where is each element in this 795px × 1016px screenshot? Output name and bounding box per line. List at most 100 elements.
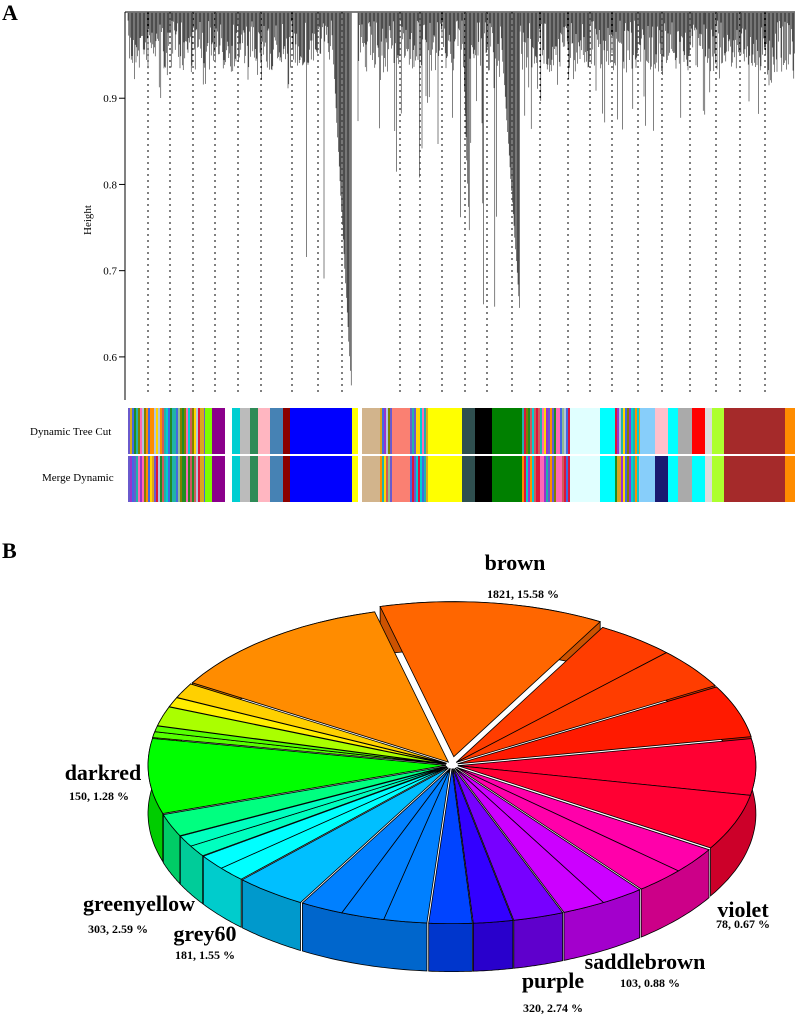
track-segment: [162, 408, 164, 454]
track-segment: [568, 408, 570, 454]
pie-slice-side: [168, 696, 178, 756]
y-tick-label: 0.8: [103, 179, 117, 191]
color-track-merge-dynamic: [128, 456, 795, 502]
track-segment: [152, 408, 154, 454]
track-segment: [240, 456, 250, 502]
track-segment: [200, 456, 202, 502]
track-segment: [548, 456, 550, 502]
pie-slice: [456, 652, 716, 763]
track-segment: [258, 408, 270, 454]
track-segment: [168, 456, 170, 502]
pie-slice-side: [716, 686, 752, 785]
track-segment: [544, 456, 546, 502]
track-segment: [154, 456, 156, 502]
track-segment: [128, 456, 130, 502]
track-segment: [412, 456, 414, 502]
track-segment: [712, 456, 724, 502]
track-segment: [619, 456, 621, 502]
pie-slice-side: [379, 601, 601, 671]
pie-slice: [176, 683, 447, 764]
track-segment: [172, 408, 174, 454]
track-segment: [132, 456, 134, 502]
track-segment: [388, 408, 390, 454]
track-segment: [554, 408, 556, 454]
track-segment: [568, 456, 570, 502]
track-segment: [225, 456, 232, 502]
track-segment: [384, 456, 386, 502]
dendrogram-tree: [125, 11, 795, 395]
track-segment: [158, 456, 160, 502]
track-segment: [156, 456, 158, 502]
track-segment: [712, 408, 724, 454]
track-segment: [544, 408, 546, 454]
track-segment: [132, 408, 134, 454]
track-segment: [635, 456, 637, 502]
panel-label-a: A: [2, 0, 18, 25]
track-segment: [146, 456, 148, 502]
track-segment: [668, 408, 678, 454]
track-segment: [198, 408, 200, 454]
track-segment: [232, 408, 240, 454]
pie-slice-side: [563, 889, 641, 961]
track-segment: [170, 456, 172, 502]
track-segment: [522, 408, 524, 454]
track-segment: [724, 408, 785, 454]
pie-slice-side: [162, 813, 181, 885]
track-segment: [570, 456, 600, 502]
track-segment: [546, 456, 548, 502]
track-segment: [542, 456, 544, 502]
slice-label-saddlebrown: saddlebrown: [585, 949, 706, 974]
track-segment: [540, 408, 542, 454]
slice-label-greenyellow: greenyellow: [83, 891, 195, 916]
track-segment: [668, 456, 678, 502]
pie-slice: [456, 767, 710, 872]
track-segment: [637, 456, 639, 502]
track-segment: [240, 408, 250, 454]
track-segment: [627, 408, 629, 454]
track-segment: [562, 408, 564, 454]
track-segment: [424, 408, 426, 454]
track-segment: [164, 456, 166, 502]
pie-slice-side: [147, 738, 164, 863]
track-segment: [424, 456, 426, 502]
track-segment: [428, 456, 462, 502]
slice-label-brown: brown: [485, 550, 546, 575]
pie-slice-side: [302, 902, 428, 972]
pie-slice: [454, 767, 641, 903]
track-segment: [532, 456, 534, 502]
pie-slice: [190, 766, 447, 857]
track-segment: [492, 456, 522, 502]
track-segment: [154, 408, 156, 454]
track-segment: [418, 408, 420, 454]
pie-slice-side: [710, 738, 757, 897]
track-segment: [528, 456, 530, 502]
track-segment: [536, 408, 538, 454]
track-segment: [130, 408, 132, 454]
track-segment: [382, 456, 384, 502]
pie-slice: [241, 767, 449, 903]
track-segment: [621, 456, 623, 502]
track-segment: [422, 408, 424, 454]
pie-slice: [379, 601, 602, 758]
track-segment: [146, 408, 148, 454]
track-segment: [558, 456, 560, 502]
track-segment: [182, 408, 184, 454]
track-segment: [564, 408, 566, 454]
track-segment: [410, 456, 412, 502]
track-segment: [148, 408, 150, 454]
track-segment: [178, 456, 180, 502]
pie-slice: [191, 611, 450, 763]
pie-slice-side: [640, 848, 710, 938]
track-segment: [390, 456, 392, 502]
track-segment: [534, 456, 536, 502]
track-segment: [202, 456, 204, 502]
track-segment: [152, 456, 154, 502]
track-segment: [270, 408, 283, 454]
track-segment: [188, 408, 190, 454]
track-segment: [164, 408, 166, 454]
pie-slice: [168, 697, 447, 764]
track-segment: [140, 408, 142, 454]
track-segment: [142, 456, 144, 502]
track-segment: [552, 408, 554, 454]
track-segment: [384, 408, 386, 454]
